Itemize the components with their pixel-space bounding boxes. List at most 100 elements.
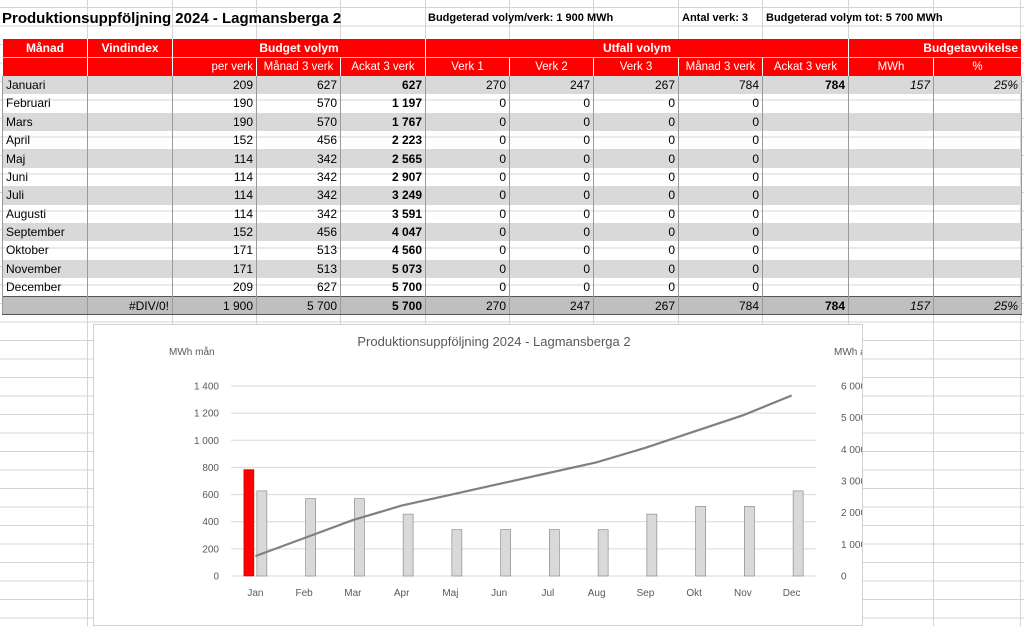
cell-avvikelse-mwh[interactable]: [848, 186, 935, 205]
cell-per-verk[interactable]: 114: [172, 186, 257, 205]
cell-ackat-budget[interactable]: 5 700: [340, 278, 426, 297]
cell-verk-2[interactable]: 0: [509, 112, 594, 131]
cell-per-verk[interactable]: 190: [172, 94, 257, 113]
cell-avvikelse-pct[interactable]: [933, 149, 1023, 168]
cell-utfall-ackat[interactable]: [761, 130, 850, 150]
cell-per-verk[interactable]: 152: [172, 130, 257, 150]
cell-verk-1[interactable]: 0: [425, 112, 510, 131]
cell-avvikelse-mwh[interactable]: [848, 222, 935, 242]
cell-verk-3[interactable]: 0: [593, 241, 679, 260]
cell-utfall-manad[interactable]: 0: [678, 186, 763, 205]
header-verk-2[interactable]: Verk 2: [509, 57, 594, 76]
cell-manad-3-verk[interactable]: 342: [256, 167, 341, 187]
cell-utfall-manad[interactable]: 0: [678, 130, 763, 150]
cell-avvikelse-mwh[interactable]: [848, 278, 935, 297]
cell-utfall-manad[interactable]: 0: [678, 204, 763, 223]
cell-verk-3[interactable]: 0: [593, 149, 679, 168]
cell-vindindex[interactable]: [87, 167, 173, 187]
cell-ackat-budget[interactable]: 1 767: [340, 112, 426, 131]
header-verk-1[interactable]: Verk 1: [425, 57, 510, 76]
cell-total-month[interactable]: [2, 295, 88, 316]
cell-avvikelse-pct[interactable]: [933, 204, 1023, 223]
cell-utfall-ackat[interactable]: [761, 278, 850, 297]
cell-verk-2[interactable]: 0: [509, 94, 594, 113]
cell-manad-3-verk[interactable]: 627: [256, 278, 341, 297]
cell-ackat-budget[interactable]: 4 047: [340, 222, 426, 242]
cell-total-avvikelse-mwh[interactable]: 157: [848, 295, 935, 316]
cell-utfall-ackat[interactable]: [761, 259, 850, 279]
cell-verk-3[interactable]: 267: [593, 75, 679, 95]
cell-vindindex[interactable]: [87, 241, 173, 260]
cell-vindindex[interactable]: [87, 94, 173, 113]
cell-per-verk[interactable]: 190: [172, 112, 257, 131]
header-manad-3-verk-budget[interactable]: Månad 3 verk: [256, 57, 341, 76]
cell-avvikelse-pct[interactable]: [933, 130, 1023, 150]
cell-verk-3[interactable]: 0: [593, 259, 679, 279]
antal-verk-info[interactable]: Antal verk: 3: [682, 12, 749, 24]
cell-utfall-manad[interactable]: 0: [678, 222, 763, 242]
cell-ackat-budget[interactable]: 3 591: [340, 204, 426, 223]
cell-avvikelse-mwh[interactable]: [848, 149, 935, 168]
cell-manad-3-verk[interactable]: 342: [256, 186, 341, 205]
cell-avvikelse-mwh[interactable]: 157: [848, 75, 935, 95]
cell-total-ackat-budget[interactable]: 5 700: [340, 295, 426, 316]
cell-utfall-ackat[interactable]: [761, 167, 850, 187]
cell-total-avvikelse-pct[interactable]: 25%: [933, 295, 1023, 316]
cell-utfall-ackat[interactable]: [761, 149, 850, 168]
cell-total-verk-2[interactable]: 247: [509, 295, 594, 316]
cell-month[interactable]: September: [2, 222, 88, 242]
cell-verk-3[interactable]: 0: [593, 94, 679, 113]
cell-per-verk[interactable]: 114: [172, 167, 257, 187]
cell-verk-3[interactable]: 0: [593, 130, 679, 150]
cell-ackat-budget[interactable]: 2 565: [340, 149, 426, 168]
cell-per-verk[interactable]: 209: [172, 278, 257, 297]
cell-avvikelse-mwh[interactable]: [848, 241, 935, 260]
cell-avvikelse-mwh[interactable]: [848, 167, 935, 187]
cell-month[interactable]: November: [2, 259, 88, 279]
cell-verk-2[interactable]: 0: [509, 222, 594, 242]
cell-per-verk[interactable]: 171: [172, 241, 257, 260]
cell-manad-3-verk[interactable]: 342: [256, 149, 341, 168]
cell-verk-1[interactable]: 0: [425, 278, 510, 297]
header-ackat-3-verk-budget[interactable]: Ackat 3 verk: [340, 57, 426, 76]
cell-total-utfall-manad[interactable]: 784: [678, 295, 763, 316]
header-budgetavvikelse[interactable]: Budgetavvikelse: [848, 39, 1023, 58]
sheet-title[interactable]: Produktionsuppföljning 2024 - Lagmansber…: [2, 10, 342, 27]
cell-verk-3[interactable]: 0: [593, 222, 679, 242]
cell-verk-2[interactable]: 0: [509, 259, 594, 279]
cell-avvikelse-pct[interactable]: [933, 241, 1023, 260]
cell-verk-2[interactable]: 0: [509, 149, 594, 168]
cell-utfall-ackat[interactable]: [761, 241, 850, 260]
cell-utfall-manad[interactable]: 784: [678, 75, 763, 95]
header-budget-volym[interactable]: Budget volym: [172, 39, 426, 58]
header-ackat-3-verk-utfall[interactable]: Ackat 3 verk: [761, 57, 850, 76]
cell-verk-1[interactable]: 0: [425, 259, 510, 279]
cell-vindindex[interactable]: [87, 259, 173, 279]
cell-utfall-ackat[interactable]: [761, 94, 850, 113]
cell-manad-3-verk[interactable]: 627: [256, 75, 341, 95]
cell-utfall-ackat[interactable]: [761, 204, 850, 223]
cell-month[interactable]: Juni: [2, 167, 88, 187]
cell-verk-1[interactable]: 0: [425, 186, 510, 205]
header-pct[interactable]: %: [933, 57, 1023, 76]
cell-manad-3-verk[interactable]: 513: [256, 259, 341, 279]
cell-avvikelse-pct[interactable]: [933, 94, 1023, 113]
cell-verk-1[interactable]: 270: [425, 75, 510, 95]
cell-per-verk[interactable]: 152: [172, 222, 257, 242]
cell-ackat-budget[interactable]: 2 223: [340, 130, 426, 150]
cell-total-verk-3[interactable]: 267: [593, 295, 679, 316]
cell-verk-2[interactable]: 0: [509, 278, 594, 297]
cell-month[interactable]: Maj: [2, 149, 88, 168]
header-empty[interactable]: [87, 57, 173, 76]
cell-verk-1[interactable]: 0: [425, 167, 510, 187]
cell-total-utfall-ackat[interactable]: 784: [761, 295, 850, 316]
cell-utfall-manad[interactable]: 0: [678, 278, 763, 297]
cell-manad-3-verk[interactable]: 456: [256, 130, 341, 150]
cell-total-vindindex[interactable]: #DIV/0!: [87, 295, 173, 316]
cell-utfall-ackat[interactable]: [761, 222, 850, 242]
cell-manad-3-verk[interactable]: 570: [256, 112, 341, 131]
budget-total-info[interactable]: Budgeterad volym tot: 5 700 MWh: [766, 12, 943, 24]
cell-manad-3-verk[interactable]: 513: [256, 241, 341, 260]
cell-ackat-budget[interactable]: 1 197: [340, 94, 426, 113]
cell-month[interactable]: Mars: [2, 112, 88, 131]
